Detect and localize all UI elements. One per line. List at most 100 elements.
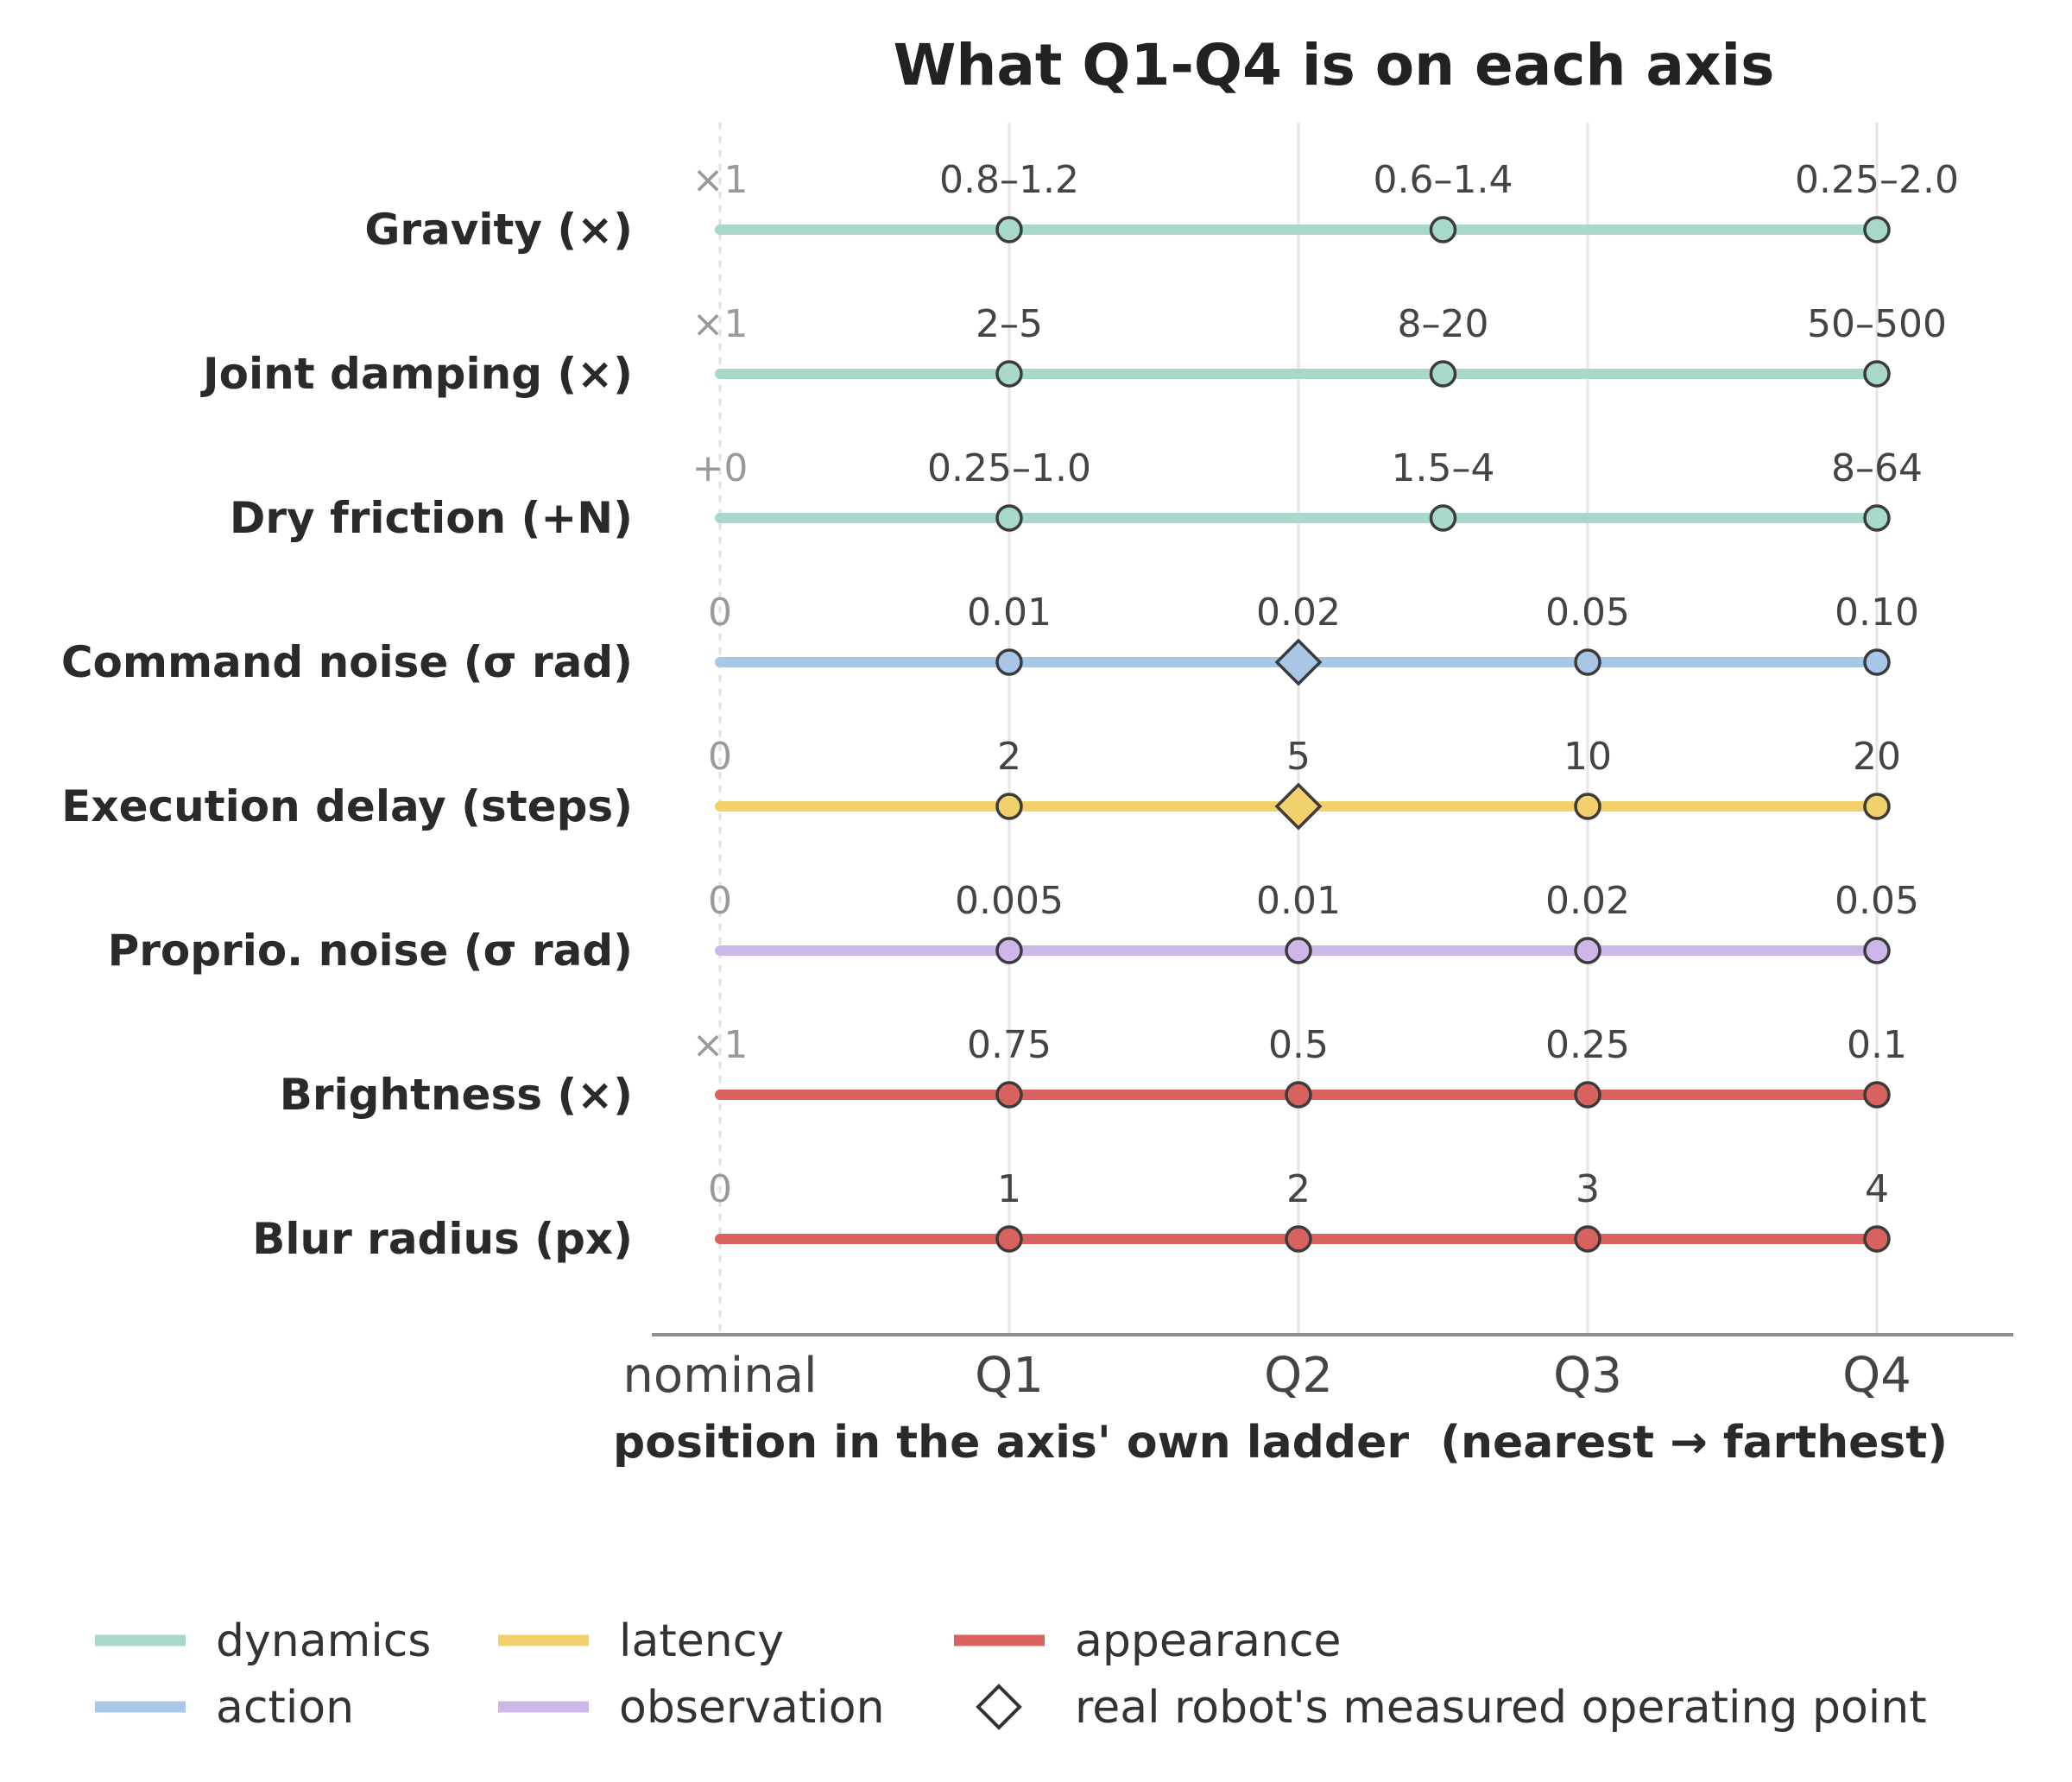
point-label: 0.005 bbox=[955, 879, 1064, 923]
point-label: 0 bbox=[708, 879, 732, 923]
point-label: 0.25–1.0 bbox=[927, 446, 1091, 490]
operating-point-marker bbox=[1274, 638, 1323, 686]
legend-item: latency bbox=[498, 1615, 784, 1667]
point-label: 50–500 bbox=[1807, 302, 1947, 346]
series-row: Gravity (×) ×1 0.8–1.2 0.6–1.4 0.25–2.0 bbox=[364, 158, 1959, 255]
data-point bbox=[1574, 648, 1601, 676]
point-label: 20 bbox=[1853, 735, 1901, 779]
series-row: Proprio. noise (σ rad) 0 0.005 0.01 0.02 0.05 bbox=[108, 879, 1919, 976]
point-label: 1 bbox=[997, 1167, 1021, 1211]
series-row: Command noise (σ rad) 0 0.01 0.02 0.05 0.10 bbox=[61, 591, 1919, 687]
series-row: Execution delay (steps) 0 2 5 10 20 bbox=[61, 735, 1901, 831]
point-label: 2 bbox=[1286, 1167, 1311, 1211]
data-point bbox=[1863, 360, 1891, 388]
point-label: 0.02 bbox=[1256, 591, 1341, 635]
data-point bbox=[995, 360, 1023, 388]
data-point bbox=[1863, 504, 1891, 532]
data-point bbox=[1285, 1225, 1312, 1253]
legend-item: real robot's measured operating point bbox=[976, 1682, 1927, 1734]
x-tick-label: Q4 bbox=[1842, 1348, 1911, 1404]
data-point bbox=[1863, 1081, 1891, 1109]
point-label: 1.5–4 bbox=[1392, 446, 1495, 490]
point-label: 5 bbox=[1286, 735, 1311, 779]
legend-label: appearance bbox=[1075, 1615, 1342, 1667]
grid bbox=[718, 123, 1879, 1335]
data-point bbox=[995, 937, 1023, 964]
legend-label: action bbox=[216, 1682, 354, 1734]
point-label: 2 bbox=[997, 735, 1021, 779]
plot-rows: Gravity (×) ×1 0.8–1.2 0.6–1.4 0.25–2.0 Joint… bbox=[61, 158, 1959, 1264]
point-label: 0.02 bbox=[1545, 879, 1630, 923]
series-label: Dry friction (+N) bbox=[230, 493, 633, 543]
chart-title: What Q1-Q4 is on each axis bbox=[894, 32, 1775, 98]
data-point bbox=[1574, 937, 1601, 964]
point-label: 0.01 bbox=[967, 591, 1052, 635]
legend-label: observation bbox=[619, 1682, 885, 1734]
data-point bbox=[1429, 504, 1457, 532]
series-row: Blur radius (px) 0 1 2 3 4 bbox=[252, 1167, 1891, 1264]
legend-item: action bbox=[95, 1682, 354, 1734]
data-point bbox=[1863, 937, 1891, 964]
point-label: 0 bbox=[708, 591, 732, 635]
point-label: 0.5 bbox=[1268, 1023, 1329, 1067]
legend-item: observation bbox=[498, 1682, 885, 1734]
x-tick-label: Q1 bbox=[975, 1348, 1044, 1404]
series-label: Brightness (×) bbox=[280, 1070, 633, 1120]
point-label: 0.01 bbox=[1256, 879, 1341, 923]
point-label: ×1 bbox=[692, 158, 749, 202]
x-tick-label: Q2 bbox=[1264, 1348, 1333, 1404]
data-point bbox=[1429, 360, 1457, 388]
point-label: 8–64 bbox=[1831, 446, 1923, 490]
data-point bbox=[995, 504, 1023, 532]
legend-label: real robot's measured operating point bbox=[1075, 1682, 1927, 1734]
data-point bbox=[1863, 216, 1891, 243]
point-label: 10 bbox=[1563, 735, 1612, 779]
point-label: 0.05 bbox=[1835, 879, 1919, 923]
point-label: 0.8–1.2 bbox=[939, 158, 1079, 202]
point-label: +0 bbox=[692, 446, 749, 490]
legend-swatch bbox=[976, 1684, 1022, 1730]
point-label: 0.10 bbox=[1835, 591, 1919, 635]
data-point bbox=[1285, 937, 1312, 964]
x-tick-label: nominal bbox=[622, 1348, 817, 1404]
point-label: 0 bbox=[708, 735, 732, 779]
data-point bbox=[995, 648, 1023, 676]
operating-point-marker bbox=[1274, 782, 1323, 831]
series-label: Proprio. noise (σ rad) bbox=[108, 926, 633, 976]
point-label: 4 bbox=[1865, 1167, 1889, 1211]
point-label: 2–5 bbox=[976, 302, 1043, 346]
legend: dynamics action latency observation appearan… bbox=[95, 1615, 1927, 1734]
point-label: 0.1 bbox=[1847, 1023, 1907, 1067]
series-label: Execution delay (steps) bbox=[61, 781, 633, 831]
series-label: Gravity (×) bbox=[364, 205, 633, 255]
x-tick-label: Q3 bbox=[1553, 1348, 1622, 1404]
point-label: 3 bbox=[1576, 1167, 1600, 1211]
series-row: Brightness (×) ×1 0.75 0.5 0.25 0.1 bbox=[280, 1023, 1907, 1120]
legend-label: dynamics bbox=[216, 1615, 431, 1667]
data-point bbox=[1863, 793, 1891, 820]
data-point bbox=[1429, 216, 1457, 243]
data-point bbox=[1574, 1081, 1601, 1109]
series-label: Joint damping (×) bbox=[200, 349, 633, 399]
series-label: Command noise (σ rad) bbox=[61, 637, 633, 687]
point-label: 0 bbox=[708, 1167, 732, 1211]
point-label: 0.75 bbox=[967, 1023, 1052, 1067]
data-point bbox=[1863, 648, 1891, 676]
legend-item: dynamics bbox=[95, 1615, 431, 1667]
legend-item: appearance bbox=[954, 1615, 1342, 1667]
data-point bbox=[995, 1225, 1023, 1253]
data-point bbox=[1574, 1225, 1601, 1253]
data-point bbox=[995, 216, 1023, 243]
x-axis-ticks: nominal Q1 Q2 Q3 Q4 bbox=[622, 1348, 1911, 1404]
point-label: 0.25–2.0 bbox=[1795, 158, 1959, 202]
point-label: 0.25 bbox=[1545, 1023, 1630, 1067]
legend-label: latency bbox=[619, 1615, 784, 1667]
point-label: 8–20 bbox=[1398, 302, 1489, 346]
data-point bbox=[1285, 1081, 1312, 1109]
data-point bbox=[1574, 793, 1601, 820]
series-row: Joint damping (×) ×1 2–5 8–20 50–500 bbox=[200, 302, 1947, 399]
point-label: 0.05 bbox=[1545, 591, 1630, 635]
data-point bbox=[995, 1081, 1023, 1109]
data-point bbox=[995, 793, 1023, 820]
